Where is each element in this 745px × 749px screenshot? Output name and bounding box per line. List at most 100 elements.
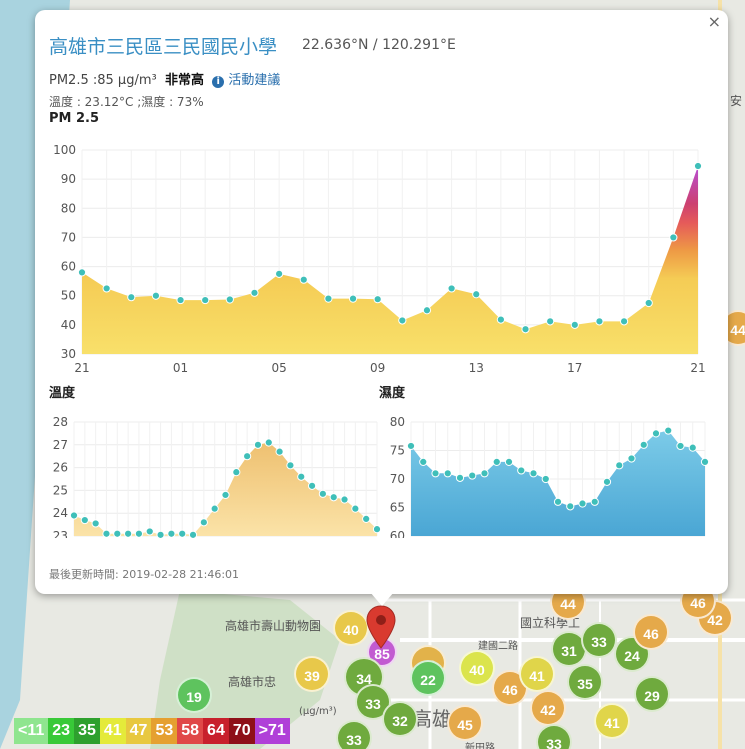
data-point[interactable] xyxy=(517,466,526,475)
data-point[interactable] xyxy=(340,495,349,504)
data-point[interactable] xyxy=(167,529,176,538)
data-point[interactable] xyxy=(590,497,599,506)
data-point[interactable] xyxy=(102,284,111,293)
aq-marker[interactable]: 41 xyxy=(594,703,630,739)
data-point[interactable] xyxy=(504,457,514,467)
data-point[interactable] xyxy=(619,317,629,326)
info-icon[interactable]: i xyxy=(212,76,225,88)
data-point[interactable] xyxy=(151,291,161,300)
data-point[interactable] xyxy=(329,493,338,502)
data-point[interactable] xyxy=(250,288,259,297)
aq-marker[interactable]: 19 xyxy=(176,677,212,713)
data-point[interactable] xyxy=(221,490,230,500)
data-point[interactable] xyxy=(145,527,154,536)
data-point[interactable] xyxy=(80,515,89,525)
data-point[interactable] xyxy=(318,489,327,498)
data-point[interactable] xyxy=(651,429,661,438)
data-point[interactable] xyxy=(676,441,685,451)
data-point[interactable] xyxy=(553,497,563,506)
data-point[interactable] xyxy=(578,499,587,508)
data-point[interactable] xyxy=(669,233,678,242)
data-point[interactable] xyxy=(324,294,333,303)
data-point[interactable] xyxy=(639,440,648,449)
aq-marker[interactable]: 45 xyxy=(447,705,483,741)
aq-marker[interactable]: 22 xyxy=(410,660,446,696)
data-point[interactable] xyxy=(307,481,317,490)
data-point[interactable] xyxy=(299,275,308,284)
data-point[interactable] xyxy=(398,316,407,325)
data-point[interactable] xyxy=(521,325,530,334)
data-point[interactable] xyxy=(69,511,79,520)
data-point[interactable] xyxy=(124,529,133,538)
data-point[interactable] xyxy=(406,441,416,451)
data-point[interactable] xyxy=(602,477,612,486)
data-point[interactable] xyxy=(373,295,382,304)
data-point[interactable] xyxy=(627,454,636,463)
data-point[interactable] xyxy=(362,514,371,524)
data-point[interactable] xyxy=(243,452,252,461)
data-point[interactable] xyxy=(77,268,87,277)
data-point[interactable] xyxy=(447,284,456,293)
aq-marker[interactable]: 29 xyxy=(634,676,670,712)
data-point[interactable] xyxy=(688,443,697,452)
aq-marker[interactable]: 33 xyxy=(536,724,572,749)
data-point[interactable] xyxy=(348,294,358,303)
data-point[interactable] xyxy=(422,306,432,315)
activity-advice-link[interactable]: 活動建議 xyxy=(228,73,281,88)
aq-marker[interactable]: 46 xyxy=(633,614,669,650)
data-point[interactable] xyxy=(372,525,382,534)
aq-marker[interactable]: 41 xyxy=(519,656,555,692)
data-point[interactable] xyxy=(286,461,295,470)
data-point[interactable] xyxy=(201,295,210,305)
data-point[interactable] xyxy=(297,472,306,481)
data-point[interactable] xyxy=(176,295,185,305)
data-point[interactable] xyxy=(275,269,284,278)
data-point[interactable] xyxy=(275,447,284,456)
data-point[interactable] xyxy=(431,469,440,478)
aq-marker[interactable]: 40 xyxy=(459,650,495,686)
data-point[interactable] xyxy=(102,529,111,538)
aq-marker[interactable]: 39 xyxy=(294,656,330,692)
data-point[interactable] xyxy=(127,293,136,302)
data-point[interactable] xyxy=(472,290,481,299)
data-point[interactable] xyxy=(232,468,241,477)
data-point[interactable] xyxy=(595,317,604,326)
data-point[interactable] xyxy=(492,457,501,467)
data-point[interactable] xyxy=(570,320,579,329)
data-point[interactable] xyxy=(188,530,198,538)
data-point[interactable] xyxy=(455,473,465,482)
data-point[interactable] xyxy=(253,440,263,449)
data-point[interactable] xyxy=(566,502,575,511)
aq-marker[interactable]: 33 xyxy=(581,622,617,658)
data-point[interactable] xyxy=(264,438,273,447)
data-point[interactable] xyxy=(156,530,165,538)
aq-marker[interactable]: 31 xyxy=(551,631,587,667)
aq-marker[interactable]: 35 xyxy=(567,664,603,700)
data-point[interactable] xyxy=(468,471,477,480)
data-point[interactable] xyxy=(351,504,360,513)
location-pin-icon[interactable] xyxy=(366,605,396,650)
data-point[interactable] xyxy=(700,457,710,467)
aq-marker[interactable]: 32 xyxy=(382,701,418,737)
close-button[interactable]: × xyxy=(707,12,721,31)
data-point[interactable] xyxy=(113,529,122,538)
data-point[interactable] xyxy=(529,469,538,478)
data-point[interactable] xyxy=(480,469,489,478)
aq-marker[interactable]: 42 xyxy=(530,690,566,726)
data-point[interactable] xyxy=(693,161,703,171)
data-point[interactable] xyxy=(225,295,234,304)
data-point[interactable] xyxy=(134,529,144,538)
data-point[interactable] xyxy=(644,298,653,308)
data-point[interactable] xyxy=(210,504,219,513)
aq-marker[interactable]: 40 xyxy=(333,610,369,646)
data-point[interactable] xyxy=(664,426,673,435)
data-point[interactable] xyxy=(496,315,505,324)
data-point[interactable] xyxy=(541,474,550,484)
data-point[interactable] xyxy=(419,457,428,467)
data-point[interactable] xyxy=(546,317,555,326)
data-point[interactable] xyxy=(178,529,187,538)
data-point[interactable] xyxy=(91,519,100,528)
aq-marker[interactable]: 33 xyxy=(336,720,372,749)
data-point[interactable] xyxy=(199,518,208,527)
data-point[interactable] xyxy=(615,461,624,470)
